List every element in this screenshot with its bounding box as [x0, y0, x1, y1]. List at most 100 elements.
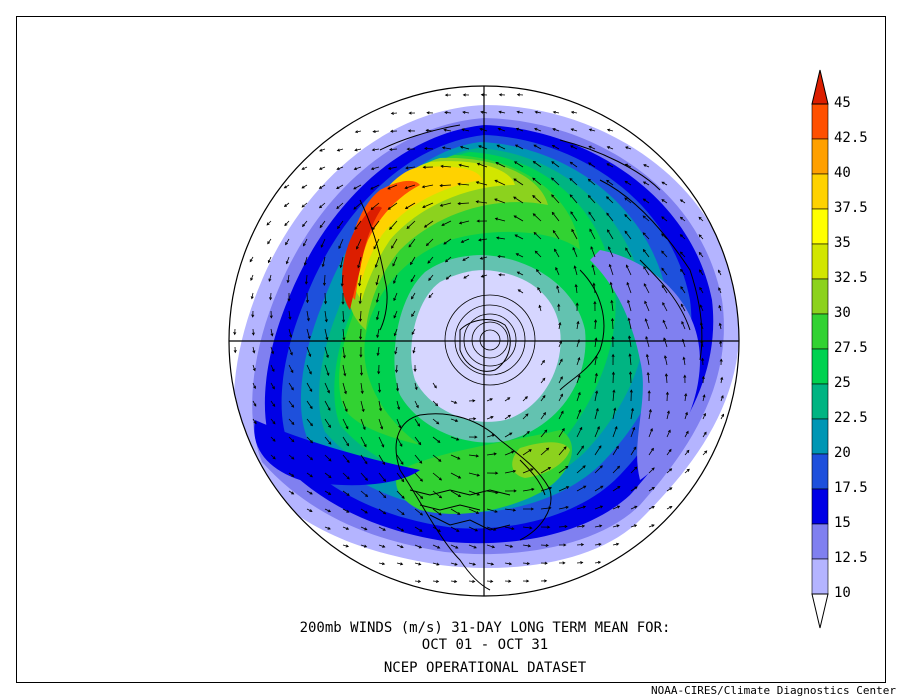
wind-arrow [486, 508, 498, 513]
wind-arrow-head [476, 492, 481, 496]
wind-arrow-head [564, 525, 568, 529]
wind-arrow-head [472, 579, 476, 583]
wind-arrow-head [443, 128, 447, 132]
wind-arrow [478, 145, 488, 150]
wind-arrow-head [364, 494, 369, 498]
wind-arrow-head [439, 203, 443, 207]
wind-arrow-head [532, 195, 536, 199]
wind-arrow [396, 400, 400, 410]
wind-arrow [354, 220, 362, 230]
wind-arrow-head [324, 319, 328, 323]
wind-arrow-head [458, 163, 462, 167]
wind-arrow [414, 580, 421, 582]
wind-arrow-head [495, 236, 500, 240]
wind-arrow [516, 253, 524, 258]
wind-arrow [458, 183, 470, 186]
wind-arrow-head [303, 262, 307, 266]
wind-arrow [662, 302, 668, 312]
wind-arrow-head [582, 465, 586, 469]
wind-arrow-head [400, 545, 404, 549]
wind-arrow-head [374, 264, 378, 268]
wind-arrow [441, 165, 452, 168]
wind-arrow [468, 490, 480, 496]
wind-arrow [450, 580, 457, 583]
wind-arrow [661, 285, 668, 294]
wind-arrow-head [531, 487, 535, 491]
wind-arrow-head [533, 144, 537, 148]
wind-arrow [611, 300, 614, 312]
wind-arrow [378, 562, 385, 565]
wind-arrow [486, 544, 495, 548]
wind-arrow-head [535, 269, 539, 273]
wind-arrow [306, 292, 308, 303]
wind-arrow-head [359, 354, 363, 358]
wind-arrow-head [418, 545, 423, 549]
wind-arrow [576, 357, 580, 366]
wind-arrow [535, 250, 542, 258]
wind-arrow [342, 328, 345, 340]
wind-arrow [391, 112, 398, 114]
wind-arrow [590, 246, 596, 258]
wind-arrow-head [395, 369, 399, 374]
wind-arrow-head [289, 352, 293, 356]
wind-arrow-head [597, 560, 602, 564]
wind-arrow-head [489, 398, 493, 402]
wind-arrow-head [473, 417, 477, 421]
wind-arrow [558, 526, 567, 528]
wind-arrow [680, 269, 686, 276]
wind-arrow-head [393, 297, 397, 302]
wind-arrow [576, 321, 579, 330]
wind-arrow [389, 220, 398, 230]
wind-arrow-head [642, 232, 646, 236]
wind-arrow-head [376, 334, 380, 339]
wind-arrow [625, 146, 632, 150]
wind-arrow [588, 178, 596, 186]
wind-arrow [324, 472, 332, 478]
wind-arrow-head [493, 452, 497, 456]
wind-arrow [684, 431, 689, 438]
wind-arrow [624, 197, 632, 204]
wind-arrow-head [699, 304, 703, 308]
wind-arrow [391, 238, 398, 249]
wind-arrow [533, 161, 542, 168]
wind-arrow [496, 237, 506, 240]
wind-arrow-head [290, 369, 294, 374]
wind-arrow-head [513, 489, 517, 493]
wind-arrow [624, 230, 632, 240]
wind-arrow-head [302, 223, 306, 228]
wind-arrow [323, 274, 326, 286]
wind-arrow [626, 265, 632, 276]
wind-arrow [558, 322, 561, 330]
wind-arrow-head [663, 355, 667, 359]
wind-arrow [392, 256, 398, 267]
wind-arrow [643, 266, 650, 276]
wind-arrow-head [408, 111, 412, 115]
legend-level-label: 27.5 [834, 340, 868, 356]
wind-arrow-head [628, 353, 632, 357]
wind-arrow-head [284, 223, 288, 227]
wind-arrow-head [393, 333, 397, 337]
wind-arrow [360, 436, 367, 447]
wind-arrow [572, 247, 578, 258]
legend-level-label: 45 [834, 95, 851, 111]
wind-arrow-head [590, 246, 594, 250]
wind-arrow [450, 400, 457, 404]
wind-arrow-head [577, 357, 581, 361]
wind-arrow-head [663, 337, 667, 341]
wind-arrow-head [509, 432, 513, 436]
wind-arrow-head [363, 444, 367, 448]
wind-arrow [558, 341, 562, 348]
wind-arrow [396, 364, 398, 373]
wind-arrow-head [512, 469, 517, 473]
wind-arrow-head [588, 128, 592, 132]
wind-arrow-head [582, 505, 587, 509]
wind-arrow [251, 292, 254, 299]
wind-arrow [301, 184, 308, 189]
wind-arrow-head [532, 161, 536, 164]
wind-arrow [504, 397, 510, 402]
wind-arrow [427, 256, 434, 264]
wind-arrow [252, 328, 254, 335]
wind-arrow [630, 466, 637, 474]
wind-arrow-head [616, 445, 619, 449]
wind-arrow [680, 251, 686, 258]
